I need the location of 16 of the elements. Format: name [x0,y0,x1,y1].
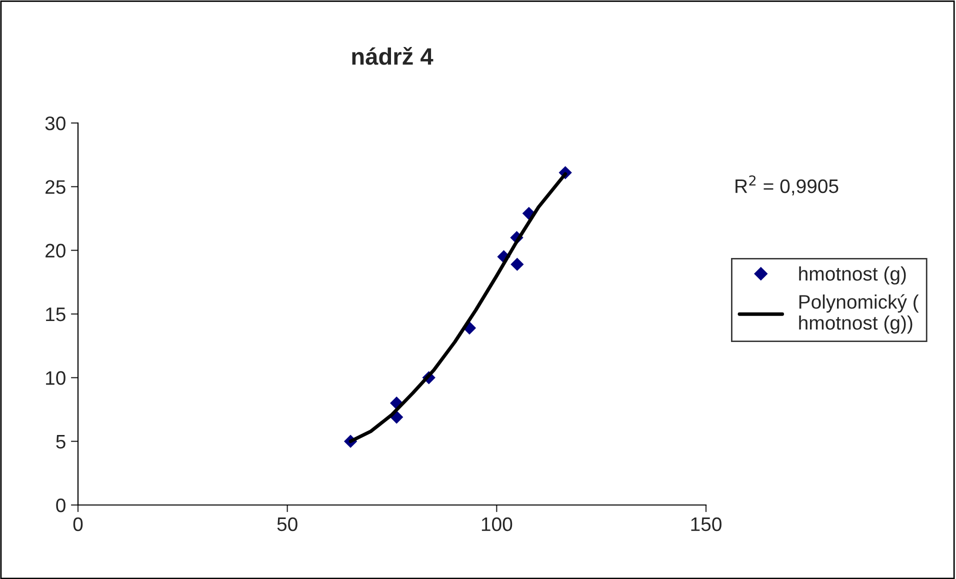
legend-label: Polynomický ( hmotnost (g)) [799,294,919,334]
x-tick-label: 100 [482,517,512,532]
y-tick-label: 25 [46,180,66,194]
y-tick-label: 20 [46,244,66,258]
x-tick-label: 0 [73,517,83,532]
point [510,258,524,271]
y-tick-label: 30 [45,116,66,130]
y-tick-label: 5 [56,435,66,449]
chart-title: nádrž 4 [352,47,434,65]
legend-label: hmotnost (g) [799,266,906,285]
x-tick-label: 150 [691,517,722,532]
y-tick-label: 15 [46,308,66,322]
y-tick-label: 0 [56,498,66,512]
y-tick-label: 10 [46,371,66,385]
x-tick-label: 50 [277,517,298,532]
text: R$^{2}$ = 0,9905 [736,175,838,196]
